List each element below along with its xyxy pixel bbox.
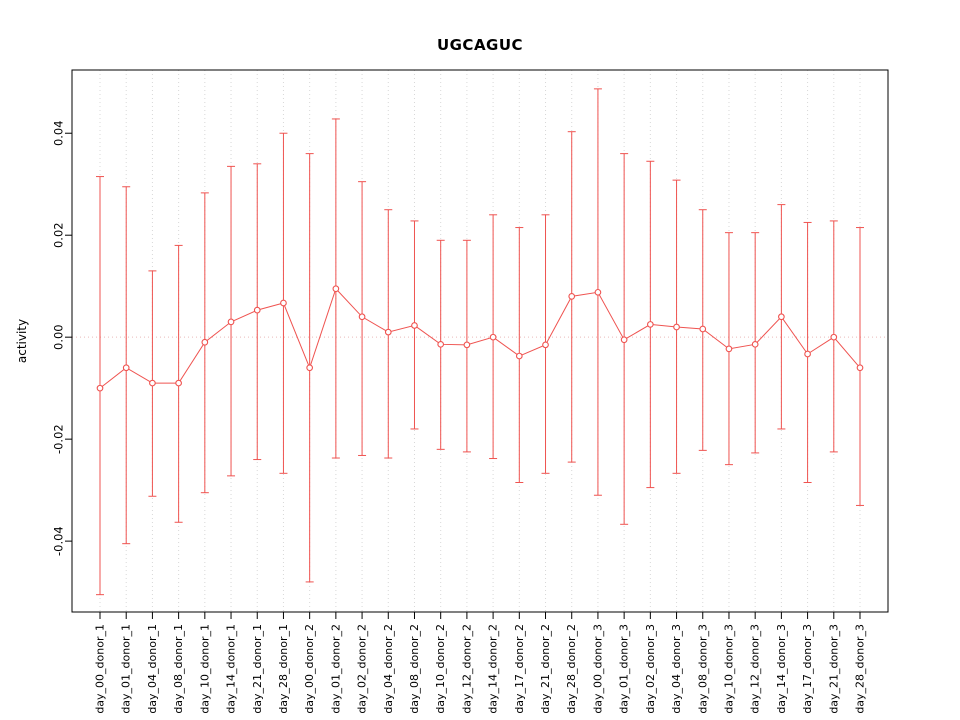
x-tick-label: day_02_donor_2 xyxy=(356,624,369,714)
data-point xyxy=(515,352,523,360)
data-point xyxy=(149,379,156,387)
data-point xyxy=(542,341,549,349)
data-point xyxy=(201,338,209,346)
data-point xyxy=(96,384,104,392)
x-tick-label: day_28_donor_1 xyxy=(277,624,290,714)
data-point xyxy=(437,340,445,348)
x-tick-label: day_04_donor_3 xyxy=(670,624,683,714)
x-tick-label: day_01_donor_3 xyxy=(618,624,631,714)
data-point xyxy=(804,350,811,358)
x-tick-label: day_00_donor_1 xyxy=(94,624,107,714)
x-tick-label: day_00_donor_2 xyxy=(303,624,316,714)
data-point xyxy=(594,288,602,296)
data-point xyxy=(122,364,130,372)
x-tick-label: day_14_donor_1 xyxy=(225,624,238,714)
data-point xyxy=(332,285,340,293)
y-tick-label: 0.00 xyxy=(52,324,66,350)
x-tick-label: day_21_donor_3 xyxy=(827,624,840,714)
data-point xyxy=(306,364,314,372)
plot-border xyxy=(71,69,889,613)
x-tick-label: day_17_donor_2 xyxy=(513,624,526,714)
data-point xyxy=(620,336,628,344)
data-point xyxy=(673,323,680,331)
data-point xyxy=(175,379,182,387)
y-axis-label: activity xyxy=(15,319,29,363)
data-point xyxy=(253,306,261,314)
data-point xyxy=(463,341,471,349)
data-point xyxy=(568,293,576,300)
data-point xyxy=(751,340,759,348)
data-point xyxy=(830,333,838,341)
x-tick-label: day_10_donor_2 xyxy=(434,624,447,714)
y-tick-label: -0.04 xyxy=(52,526,66,556)
y-tick-label: 0.04 xyxy=(52,120,66,146)
x-tick-label: day_10_donor_3 xyxy=(722,624,735,714)
data-point xyxy=(280,299,287,307)
y-tick-label: 0.02 xyxy=(52,222,66,248)
x-tick-label: day_00_donor_3 xyxy=(591,624,604,714)
data-point xyxy=(856,364,864,372)
chart-title: UGCAGUC xyxy=(436,36,524,54)
data-point xyxy=(384,328,392,336)
x-tick-label: day_14_donor_3 xyxy=(775,624,788,714)
x-tick-label: day_04_donor_2 xyxy=(382,624,395,714)
series-line xyxy=(99,287,861,389)
data-point xyxy=(725,345,733,353)
x-tick-label: day_01_donor_1 xyxy=(120,624,133,714)
x-tick-label: day_21_donor_2 xyxy=(539,624,552,714)
data-point xyxy=(358,313,366,321)
y-tick-label: -0.02 xyxy=(52,424,66,454)
data-point xyxy=(699,325,707,333)
x-tick-label: day_12_donor_2 xyxy=(460,624,473,714)
x-tick-label: day_08_donor_1 xyxy=(172,624,185,714)
x-tick-label: day_12_donor_3 xyxy=(749,624,762,714)
data-point xyxy=(411,322,418,329)
x-tick-label: day_01_donor_2 xyxy=(329,624,342,714)
x-tick-label: day_17_donor_3 xyxy=(801,624,814,714)
x-tick-label: day_21_donor_1 xyxy=(251,624,264,714)
x-tick-label: day_04_donor_1 xyxy=(146,624,159,714)
x-tick-label: day_14_donor_2 xyxy=(487,624,500,714)
x-tick-label: day_02_donor_3 xyxy=(644,624,657,714)
data-point xyxy=(227,318,235,326)
x-tick-label: day_10_donor_1 xyxy=(198,624,211,714)
x-tick-label: day_08_donor_3 xyxy=(696,624,709,714)
x-tick-label: day_28_donor_3 xyxy=(854,624,867,714)
x-tick-label: day_08_donor_2 xyxy=(408,624,421,714)
data-point xyxy=(778,313,785,321)
x-tick-label: day_28_donor_2 xyxy=(565,624,578,714)
data-point xyxy=(489,333,497,341)
data-point xyxy=(646,321,654,328)
